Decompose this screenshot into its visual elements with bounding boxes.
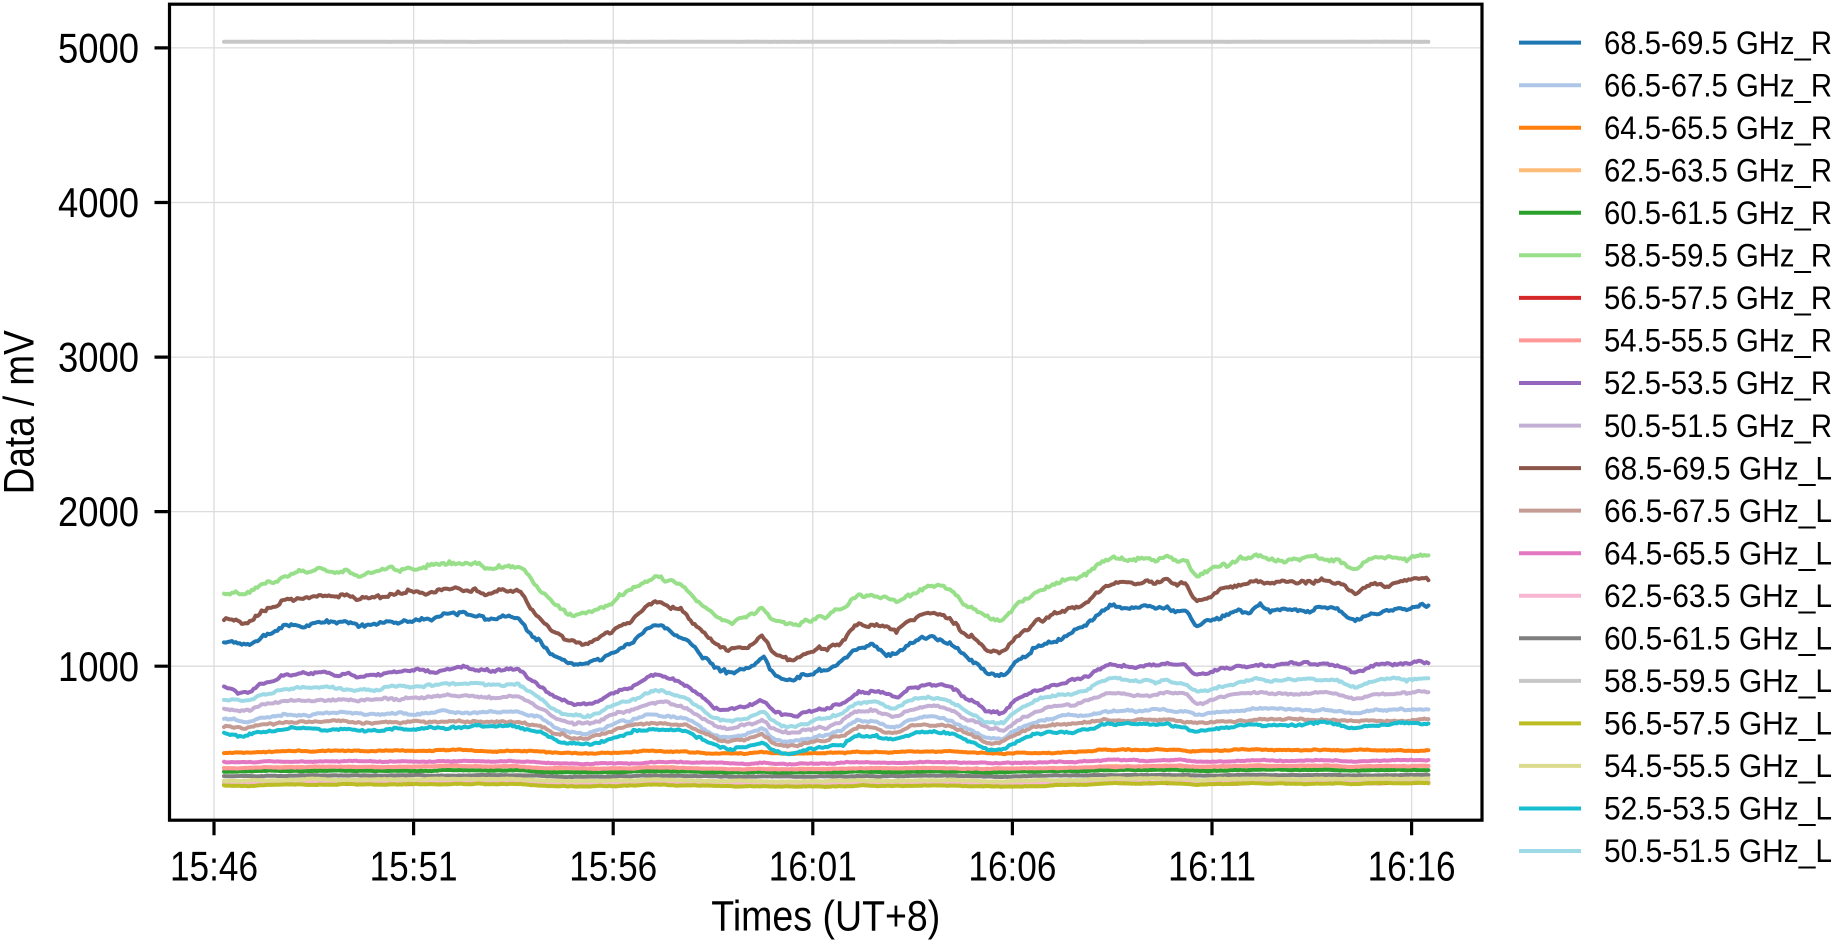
svg-text:68.5-69.5 GHz_R: 68.5-69.5 GHz_R	[1604, 25, 1832, 61]
svg-text:52.5-53.5 GHz_L: 52.5-53.5 GHz_L	[1604, 791, 1832, 827]
svg-text:64.5-65.5 GHz_L: 64.5-65.5 GHz_L	[1604, 535, 1832, 571]
svg-text:54.5-55.5 GHz_L: 54.5-55.5 GHz_L	[1604, 748, 1832, 784]
svg-text:5000: 5000	[58, 25, 139, 72]
svg-text:62.5-63.5 GHz_R: 62.5-63.5 GHz_R	[1604, 152, 1832, 188]
svg-text:56.5-57.5 GHz_R: 56.5-57.5 GHz_R	[1604, 280, 1832, 316]
svg-text:56.5-57.5 GHz_L: 56.5-57.5 GHz_L	[1604, 706, 1832, 742]
svg-text:52.5-53.5 GHz_R: 52.5-53.5 GHz_R	[1604, 365, 1832, 401]
svg-text:60.5-61.5 GHz_L: 60.5-61.5 GHz_L	[1604, 621, 1832, 657]
svg-text:62.5-63.5 GHz_L: 62.5-63.5 GHz_L	[1604, 578, 1832, 614]
svg-text:Times (UT+8): Times (UT+8)	[711, 893, 940, 941]
svg-text:4000: 4000	[58, 179, 139, 226]
svg-text:50.5-51.5 GHz_R: 50.5-51.5 GHz_R	[1604, 408, 1832, 444]
svg-text:2000: 2000	[58, 488, 139, 535]
svg-text:16:01: 16:01	[769, 843, 857, 890]
svg-text:16:16: 16:16	[1368, 843, 1456, 890]
svg-text:54.5-55.5 GHz_R: 54.5-55.5 GHz_R	[1604, 323, 1832, 359]
svg-text:16:06: 16:06	[968, 843, 1056, 890]
svg-text:68.5-69.5 GHz_L: 68.5-69.5 GHz_L	[1604, 450, 1832, 486]
svg-text:66.5-67.5 GHz_R: 66.5-67.5 GHz_R	[1604, 67, 1832, 103]
svg-text:58.5-59.5 GHz_R: 58.5-59.5 GHz_R	[1604, 238, 1832, 274]
svg-text:15:51: 15:51	[370, 843, 458, 890]
svg-text:64.5-65.5 GHz_R: 64.5-65.5 GHz_R	[1604, 110, 1832, 146]
svg-text:Data / mV: Data / mV	[0, 330, 44, 494]
svg-text:15:56: 15:56	[569, 843, 657, 890]
svg-text:66.5-67.5 GHz_L: 66.5-67.5 GHz_L	[1604, 493, 1832, 529]
svg-text:15:46: 15:46	[170, 843, 258, 890]
svg-text:16:11: 16:11	[1168, 843, 1256, 890]
svg-text:1000: 1000	[58, 643, 139, 690]
svg-text:58.5-59.5 GHz_L: 58.5-59.5 GHz_L	[1604, 663, 1832, 699]
svg-text:50.5-51.5 GHz_L: 50.5-51.5 GHz_L	[1604, 833, 1832, 869]
svg-text:3000: 3000	[58, 334, 139, 381]
svg-text:60.5-61.5 GHz_R: 60.5-61.5 GHz_R	[1604, 195, 1832, 231]
